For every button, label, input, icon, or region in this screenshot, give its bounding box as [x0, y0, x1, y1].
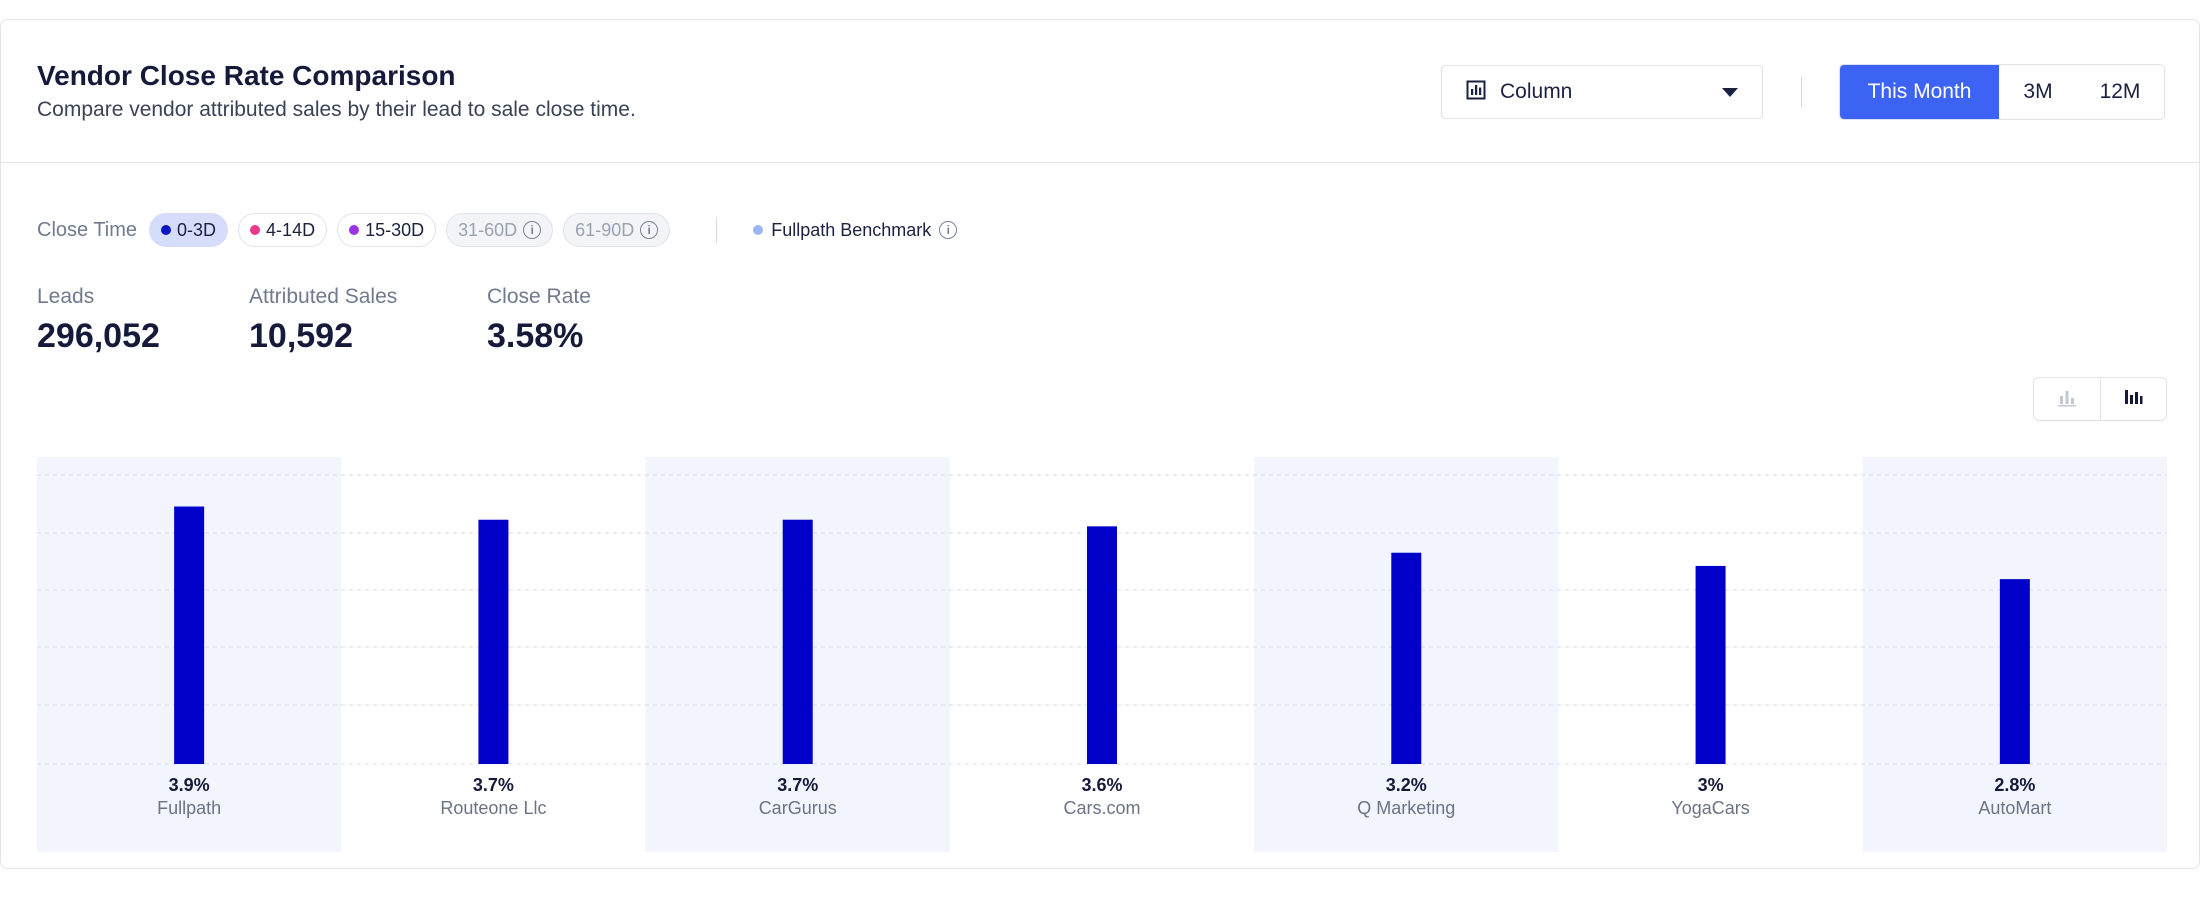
- chip-4-14d[interactable]: 4-14D: [238, 213, 328, 247]
- column-chart-icon: [1466, 80, 1486, 105]
- chip-label: 31-60D: [458, 219, 518, 240]
- bar-chart-icon: [2056, 386, 2078, 413]
- grouped-bar-chart-icon: [2122, 386, 2144, 413]
- info-icon[interactable]: i: [640, 221, 659, 239]
- chevron-down-icon: [1722, 87, 1738, 97]
- category-label: YogaCars: [1671, 798, 1749, 818]
- benchmark-label: Fullpath Benchmark: [771, 219, 932, 240]
- single-bar-view-button[interactable]: [2034, 378, 2101, 420]
- tab-3m[interactable]: 3M: [2023, 80, 2053, 103]
- chip-15-30d[interactable]: 15-30D: [337, 213, 437, 247]
- stat-attributed-sales: Attributed Sales 10,592: [249, 285, 397, 356]
- category-label: Fullpath: [157, 798, 221, 818]
- data-label: 3.6%: [1081, 775, 1122, 795]
- tab-12m[interactable]: 12M: [2099, 80, 2141, 103]
- data-label: 3.7%: [473, 775, 514, 795]
- chart-type-dropdown[interactable]: Column: [1441, 65, 1763, 119]
- category-label: CarGurus: [759, 798, 837, 818]
- stat-close-rate: Close Rate 3.58%: [487, 285, 591, 356]
- header-divider: [1801, 77, 1802, 107]
- dot-icon: [349, 225, 360, 235]
- stat-value: 296,052: [37, 317, 160, 355]
- data-label: 2.8%: [1994, 775, 2035, 795]
- chip-label: 0-3D: [177, 219, 217, 240]
- bar: [174, 506, 205, 764]
- dot-icon: [753, 225, 764, 235]
- data-label: 3.2%: [1386, 775, 1427, 795]
- chart-type-value: Column: [1500, 80, 1573, 103]
- chip-61-90d: 61-90D i: [563, 213, 671, 247]
- bar: [478, 519, 509, 764]
- info-icon[interactable]: i: [939, 221, 958, 239]
- period-selector: This Month 3M 12M: [1839, 64, 2165, 120]
- bar: [1695, 565, 1726, 764]
- close-rate-bar-chart: 3.9% Fullpath 3.7% Routeone Llc 3.7% CarGurus…: [37, 457, 2167, 852]
- stat-value: 10,592: [249, 317, 353, 355]
- card-subtitle: Compare vendor attributed sales by their…: [37, 98, 636, 121]
- card-title: Vendor Close Rate Comparison: [37, 60, 456, 91]
- bar: [1391, 552, 1422, 764]
- data-label: 3.7%: [777, 775, 818, 795]
- bar: [1999, 579, 2030, 764]
- stat-value: 3.58%: [487, 317, 584, 355]
- category-label: Cars.com: [1063, 798, 1140, 818]
- chip-label: 61-90D: [575, 219, 635, 240]
- category-label: Q Marketing: [1357, 798, 1455, 818]
- bar: [1087, 526, 1117, 764]
- data-label: 3.9%: [169, 775, 210, 795]
- dot-icon: [161, 225, 172, 235]
- fullpath-benchmark-toggle[interactable]: Fullpath Benchmark i: [753, 219, 958, 241]
- chip-label: 15-30D: [365, 219, 425, 240]
- chip-0-3d[interactable]: 0-3D: [149, 213, 229, 247]
- filter-divider: [716, 217, 718, 243]
- close-time-filters: Close Time 0-3D 4-14D 15-30D 31-60D i 61…: [37, 212, 958, 248]
- card-header: Vendor Close Rate Comparison Compare ven…: [1, 20, 2199, 163]
- close-time-label: Close Time: [37, 218, 138, 241]
- bar: [782, 519, 813, 764]
- dot-icon: [250, 225, 261, 235]
- category-label: Routeone Llc: [440, 798, 546, 818]
- tab-this-month[interactable]: This Month: [1840, 65, 1999, 119]
- data-label: 3%: [1698, 775, 1724, 795]
- category-label: AutoMart: [1978, 798, 2051, 818]
- vendor-close-rate-card: Vendor Close Rate Comparison Compare ven…: [0, 19, 2200, 869]
- stat-label: Close Rate: [487, 285, 591, 308]
- stat-label: Attributed Sales: [249, 285, 398, 308]
- bar-view-toggle: [2033, 377, 2167, 421]
- stat-leads: Leads 296,052: [37, 285, 160, 356]
- chip-31-60d: 31-60D i: [446, 213, 554, 247]
- info-icon[interactable]: i: [523, 221, 542, 239]
- chip-label: 4-14D: [266, 219, 316, 240]
- stat-label: Leads: [37, 285, 95, 308]
- grouped-bar-view-button[interactable]: [2101, 378, 2167, 420]
